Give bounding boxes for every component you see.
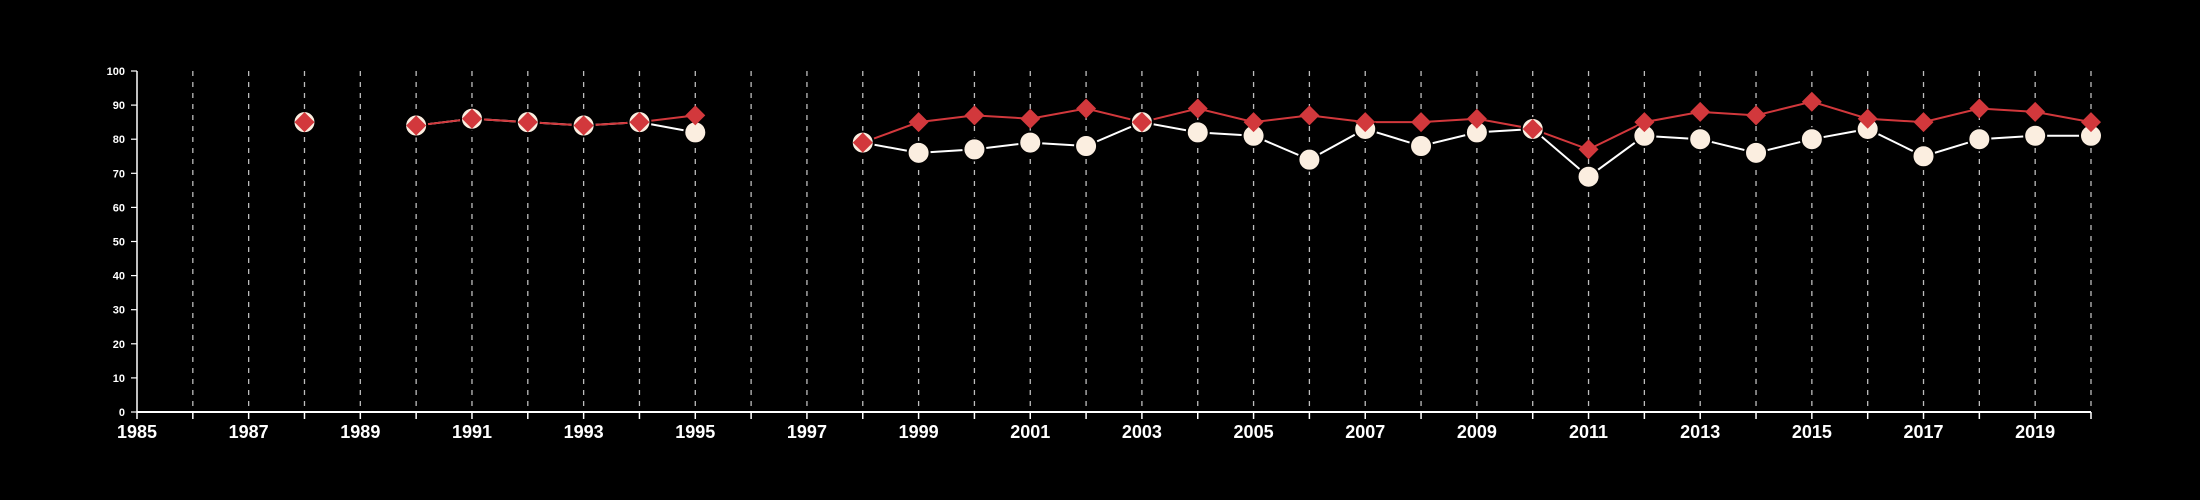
- x-tick-label: 1999: [899, 422, 939, 442]
- x-tick-label: 1993: [564, 422, 604, 442]
- series-2-point: [1466, 108, 1487, 129]
- y-tick-label: 60: [113, 202, 125, 214]
- x-tick-label: 2017: [1903, 422, 1943, 442]
- series-2-point: [1187, 98, 1208, 119]
- axes: 0 10 20 30 40 50 60 70 80 90 100 1985 1987 1989 1991 19…: [107, 66, 2092, 442]
- y-tick-label: 50: [113, 237, 125, 249]
- y-tick-label: 100: [107, 66, 125, 78]
- series-2-point: [2025, 101, 2046, 122]
- x-tick-label: 1997: [787, 422, 827, 442]
- series-2-point: [1634, 112, 1655, 133]
- x-tick-label: 1995: [675, 422, 715, 442]
- x-tick-label: 2019: [2015, 422, 2055, 442]
- series-markers: [292, 91, 2103, 189]
- series-2-point: [629, 112, 650, 133]
- y-tick-label: 30: [113, 305, 125, 317]
- series-1-point: [1018, 130, 1043, 155]
- y-tick-label: 80: [113, 134, 125, 146]
- series-1-point: [1185, 120, 1210, 145]
- series-1-point: [1688, 127, 1713, 152]
- y-tick-label: 90: [113, 100, 125, 112]
- series-1-point: [1911, 144, 1936, 169]
- y-tick-label: 0: [119, 407, 125, 419]
- series-1-point: [1074, 134, 1099, 159]
- series-2-point: [1076, 98, 1097, 119]
- x-tick-label: 2005: [1234, 422, 1274, 442]
- series-2-point: [294, 112, 315, 133]
- series-2-point: [685, 105, 706, 126]
- series-2-point: [573, 115, 594, 136]
- series-1-point: [1967, 127, 1992, 152]
- series-1-point: [1409, 134, 1434, 159]
- series-2-point: [964, 105, 985, 126]
- x-tick-label: 2009: [1457, 422, 1497, 442]
- series-1-point: [1799, 127, 1824, 152]
- y-tick-label: 70: [113, 168, 125, 180]
- series-2-point: [1969, 98, 1990, 119]
- x-tick-label: 1987: [229, 422, 269, 442]
- series-2-point: [1746, 105, 1767, 126]
- series-2-point: [2081, 112, 2101, 133]
- series-1-point: [1744, 140, 1769, 165]
- series-2-point: [406, 115, 427, 136]
- series-1-point: [962, 137, 987, 162]
- x-tick-label: 1985: [117, 422, 157, 442]
- x-tick-label: 2015: [1792, 422, 1832, 442]
- series-2-point: [1578, 139, 1599, 160]
- series-1-point: [1297, 147, 1322, 172]
- x-tick-label: 2013: [1680, 422, 1720, 442]
- x-tick-label: 2001: [1010, 422, 1050, 442]
- series-2-point: [1411, 112, 1432, 133]
- series-2-point: [1299, 105, 1320, 126]
- series-2-point: [1522, 118, 1543, 139]
- series-2-point: [517, 112, 538, 133]
- x-tick-label: 2011: [1569, 422, 1608, 442]
- y-tick-label: 10: [113, 373, 125, 385]
- y-tick-label: 20: [113, 339, 125, 351]
- series-2-point: [1131, 112, 1152, 133]
- x-tick-label: 2007: [1345, 422, 1385, 442]
- series-2-point: [1857, 108, 1878, 129]
- y-tick-label: 40: [113, 271, 125, 283]
- series-2-point: [1020, 108, 1041, 129]
- series-1-point: [1576, 164, 1601, 189]
- series-2-point: [461, 108, 482, 129]
- series-2-point: [1801, 91, 1822, 112]
- series-2-point: [1355, 112, 1376, 133]
- series-2-point: [1243, 112, 1264, 133]
- series-1-point: [2023, 123, 2048, 148]
- x-tick-label: 1989: [340, 422, 380, 442]
- series-2-point: [908, 112, 929, 133]
- x-tick-label: 1991: [452, 422, 492, 442]
- series-1-point: [906, 140, 931, 165]
- series-2-point: [1690, 101, 1711, 122]
- series-2-point: [852, 132, 873, 153]
- series-2-point: [1913, 112, 1934, 133]
- x-tick-label: 2003: [1122, 422, 1162, 442]
